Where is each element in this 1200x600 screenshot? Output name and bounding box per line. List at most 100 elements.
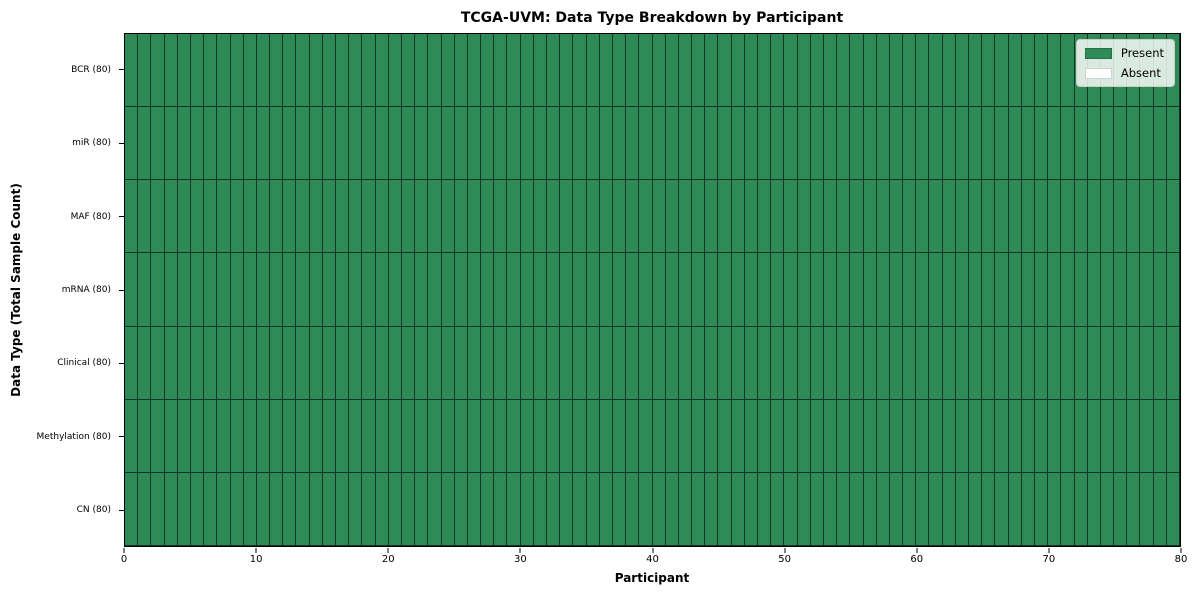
matrix-cell	[243, 180, 257, 254]
matrix-cell	[125, 326, 139, 400]
matrix-cell	[876, 472, 890, 546]
matrix-cell	[652, 326, 666, 400]
matrix-cell	[481, 180, 495, 254]
matrix-cell	[705, 180, 719, 254]
matrix-cell	[758, 34, 772, 108]
matrix-cell	[982, 399, 996, 473]
matrix-cell	[982, 472, 996, 546]
matrix-cell	[1034, 326, 1049, 400]
matrix-cell	[678, 180, 693, 254]
matrix-cell	[296, 326, 310, 400]
matrix-cell	[125, 180, 139, 254]
matrix-cell	[626, 399, 640, 473]
matrix-cell	[1140, 107, 1154, 181]
matrix-cell	[678, 253, 693, 327]
matrix-cell	[573, 107, 587, 181]
matrix-cell	[415, 180, 429, 254]
matrix-cell	[1153, 107, 1167, 181]
matrix-cell	[599, 326, 613, 400]
matrix-cell	[889, 180, 904, 254]
present-swatch	[1084, 47, 1112, 59]
matrix-cell	[982, 180, 996, 254]
matrix-cell	[889, 107, 904, 181]
matrix-cell	[665, 180, 679, 254]
matrix-cell	[322, 34, 336, 108]
x-tick-mark	[652, 548, 653, 553]
matrix-cell	[151, 107, 165, 181]
matrix-cell	[560, 107, 574, 181]
matrix-cell	[810, 107, 824, 181]
matrix-cell	[995, 472, 1009, 546]
x-tick-label: 50	[778, 554, 791, 565]
matrix-cell	[771, 326, 785, 400]
x-tick-mark	[916, 548, 918, 553]
matrix-cell	[797, 180, 811, 254]
matrix-cell	[217, 399, 231, 473]
matrix-cell	[322, 399, 336, 473]
y-tick-label: Clinical (80)	[57, 358, 111, 369]
matrix-cell	[876, 326, 890, 400]
matrix-cell	[494, 107, 508, 181]
matrix-cell	[309, 180, 323, 254]
matrix-cell	[771, 399, 785, 473]
matrix-cell	[784, 253, 798, 327]
matrix-cell	[428, 34, 442, 108]
matrix-cell	[995, 180, 1009, 254]
matrix-cell	[190, 34, 205, 108]
matrix-cell	[217, 107, 231, 181]
matrix-cell	[652, 34, 666, 108]
matrix-cell	[151, 180, 165, 254]
matrix-cell	[190, 107, 205, 181]
matrix-cell	[850, 34, 864, 108]
matrix-cell	[705, 34, 719, 108]
matrix-cell	[1087, 253, 1101, 327]
matrix-cell	[481, 326, 495, 400]
matrix-cell	[639, 399, 653, 473]
matrix-cell	[889, 472, 904, 546]
matrix-cell	[955, 472, 969, 546]
matrix-cell	[1127, 399, 1141, 473]
matrix-cell	[177, 399, 191, 473]
matrix-cell	[731, 34, 745, 108]
matrix-cell	[1048, 253, 1062, 327]
matrix-cell	[626, 326, 640, 400]
matrix-cell	[547, 253, 561, 327]
x-tick-mark	[1180, 548, 1182, 553]
matrix-cell	[151, 34, 165, 108]
matrix-cell	[665, 107, 679, 181]
matrix-cell	[349, 180, 363, 254]
matrix-cell	[692, 399, 706, 473]
matrix-cell	[520, 399, 534, 473]
matrix-cell	[771, 107, 785, 181]
matrix-cell	[296, 253, 310, 327]
matrix-cell	[626, 107, 640, 181]
matrix-cell	[164, 34, 178, 108]
matrix-cell	[454, 34, 468, 108]
matrix-cell	[1140, 472, 1154, 546]
matrix-cell	[863, 399, 877, 473]
matrix-cell	[322, 472, 336, 546]
matrix-cell	[639, 472, 653, 546]
matrix-cell	[217, 253, 231, 327]
matrix-cell	[270, 107, 284, 181]
matrix-cell	[665, 34, 679, 108]
matrix-cell	[401, 107, 416, 181]
matrix-cell	[454, 107, 468, 181]
matrix-cell	[481, 253, 495, 327]
matrix-cell	[1166, 180, 1180, 254]
matrix-cell	[217, 34, 231, 108]
matrix-cell	[1034, 472, 1049, 546]
matrix-cell	[850, 399, 864, 473]
matrix-cell	[336, 472, 350, 546]
matrix-cell	[256, 399, 271, 473]
matrix-cell	[138, 399, 152, 473]
matrix-cell	[586, 107, 600, 181]
matrix-cell	[982, 107, 996, 181]
matrix-cell	[705, 326, 719, 400]
matrix-cell	[177, 253, 191, 327]
matrix-cell	[230, 472, 244, 546]
matrix-cell	[810, 399, 824, 473]
matrix-cell	[336, 399, 350, 473]
matrix-cell	[639, 253, 653, 327]
matrix-cell	[718, 399, 732, 473]
